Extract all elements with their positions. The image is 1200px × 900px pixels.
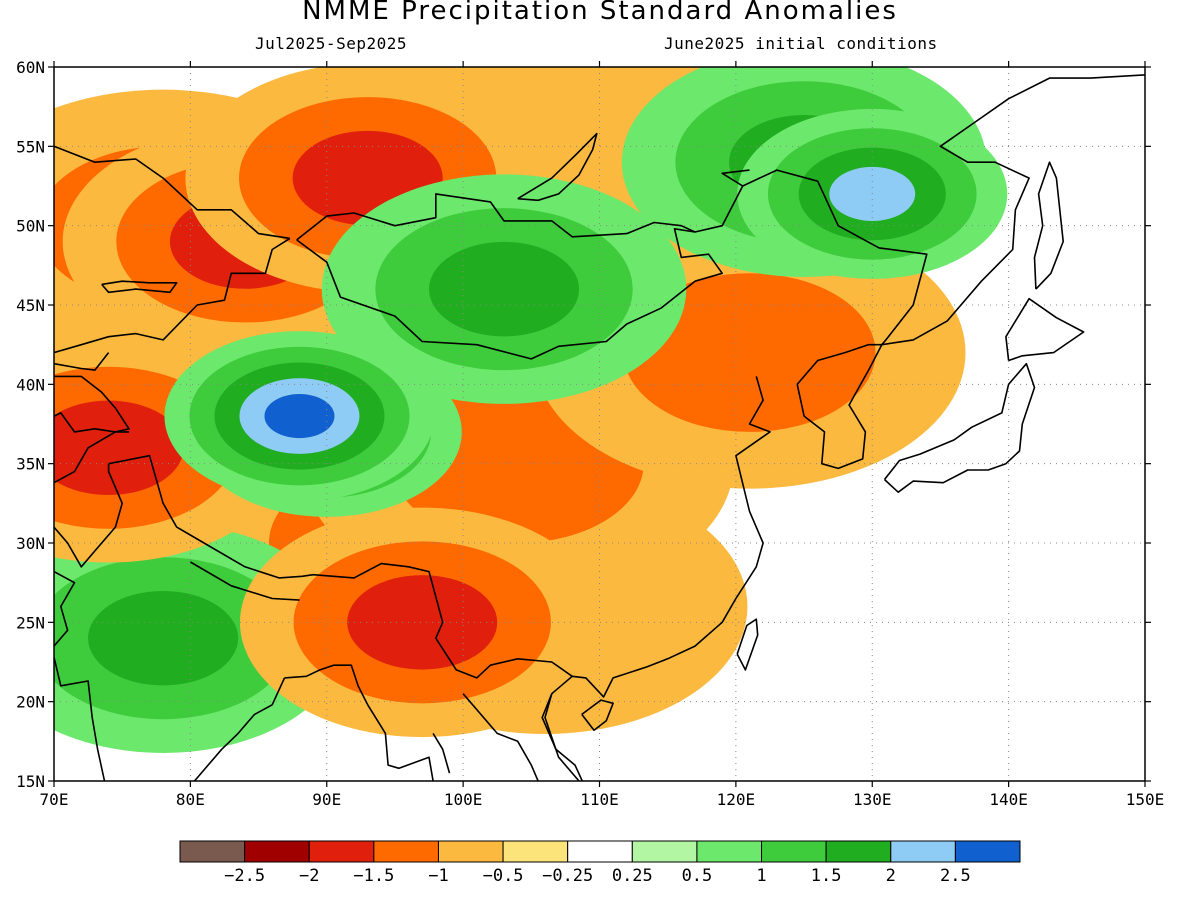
anomaly-contour — [88, 590, 239, 686]
lat-tick-label: 20N — [16, 693, 45, 712]
boundary-line — [54, 237, 291, 354]
boundary-line — [296, 169, 928, 360]
boundary-line — [541, 693, 584, 781]
lon-tick-label: 90E — [312, 790, 341, 809]
boundary-line — [54, 352, 110, 371]
colorbar-swatch — [179, 840, 246, 863]
colorbar-label: 0.5 — [682, 866, 713, 886]
lon-tick-label: 130E — [853, 790, 892, 809]
colorbar-swatch — [954, 840, 1021, 863]
anomaly-fill — [54, 67, 1145, 781]
colorbar-label: 2 — [886, 866, 896, 886]
colorbar-swatch — [502, 840, 569, 863]
colorbar-swatch — [696, 840, 763, 863]
gridlines — [54, 67, 1145, 781]
colorbar-swatch — [825, 840, 892, 863]
anomaly-contour — [347, 575, 498, 670]
lat-tick-label: 55N — [16, 137, 45, 156]
boundary-line — [881, 74, 1145, 346]
lon-tick-label: 120E — [717, 790, 756, 809]
lon-tick-label: 150E — [1126, 790, 1165, 809]
lon-tick-label: 140E — [989, 790, 1028, 809]
colorbar-label: −1 — [428, 866, 448, 886]
boundary-line — [883, 362, 1036, 493]
colorbar-swatch — [437, 840, 504, 863]
boundary-line — [796, 344, 883, 470]
boundary-line — [54, 145, 291, 240]
colorbar-label: −2 — [299, 866, 319, 886]
boundary-line — [54, 463, 123, 568]
boundary-line — [581, 699, 614, 731]
lon-tick-label: 70E — [40, 790, 69, 809]
anomaly-contour — [264, 394, 335, 439]
boundary-line — [108, 454, 573, 679]
colorbar-label: 1 — [756, 866, 766, 886]
boundary-line — [432, 732, 451, 774]
lat-tick-label: 25N — [16, 613, 45, 632]
colorbar-swatch — [890, 840, 956, 863]
lat-tick-label: 30N — [16, 534, 45, 553]
colorbar-label: 1.5 — [811, 866, 842, 886]
lat-tick-label: 15N — [16, 772, 45, 791]
forecast-period: Jul2025-Sep2025 — [255, 34, 407, 53]
lat-tick-label: 40N — [16, 375, 45, 394]
coastlines-borders — [54, 74, 1145, 781]
boundary-line — [544, 376, 771, 781]
lat-tick-label: 35N — [16, 455, 45, 474]
boundary-line — [284, 664, 434, 781]
colorbar-swatch — [761, 840, 827, 863]
boundary-line — [736, 618, 759, 671]
initial-conditions: June2025 initial conditions — [664, 34, 938, 53]
boundary-line — [721, 169, 750, 187]
boundary-line — [54, 570, 76, 647]
boundary-line — [54, 657, 106, 781]
axis-ticks: 70E 80E 90E 100E 110E 120E 130E 140E 150E 15N 20N 2… — [16, 58, 1164, 809]
colorbar-swatch — [308, 840, 375, 863]
colorbar-label: 2.5 — [940, 866, 971, 886]
boundary-line — [54, 375, 130, 433]
lon-tick-label: 100E — [444, 790, 483, 809]
colorbar-swatch — [631, 840, 698, 863]
boundary-line — [1005, 297, 1085, 362]
colorbar-swatch — [373, 840, 439, 863]
colorbar-label: −2.5 — [224, 866, 265, 886]
figure-title: NMME Precipitation Standard Anomalies — [302, 0, 898, 26]
lat-tick-label: 45N — [16, 296, 45, 315]
colorbar-label: −0.5 — [483, 866, 524, 886]
boundary-line — [54, 431, 129, 484]
lat-tick-label: 60N — [16, 58, 45, 77]
boundary-line — [296, 193, 696, 241]
colorbar-label: −0.25 — [542, 866, 593, 886]
colorbar-label: 0.25 — [612, 866, 653, 886]
anomaly-contour — [54, 400, 184, 496]
lon-tick-label: 110E — [580, 790, 619, 809]
boundary-line — [1033, 161, 1064, 290]
boundary-line — [796, 343, 882, 385]
boundary-line — [189, 561, 300, 601]
colorbar-swatch — [244, 840, 310, 863]
boundary-line — [101, 280, 178, 294]
colorbar-label: −1.5 — [353, 866, 394, 886]
anomaly-contour — [428, 241, 580, 337]
colorbar: −2.5 −2 −1.5 −1 −0.5 −0.25 0.25 0.5 1 1.5 2 2.5 — [179, 840, 1021, 886]
boundary-line — [462, 693, 539, 781]
colorbar-swatch — [567, 840, 633, 863]
anomaly-contour — [623, 273, 876, 432]
boundary-line — [193, 677, 286, 781]
lon-tick-label: 80E — [176, 790, 205, 809]
boundary-line — [517, 132, 598, 202]
lat-tick-label: 50N — [16, 217, 45, 236]
